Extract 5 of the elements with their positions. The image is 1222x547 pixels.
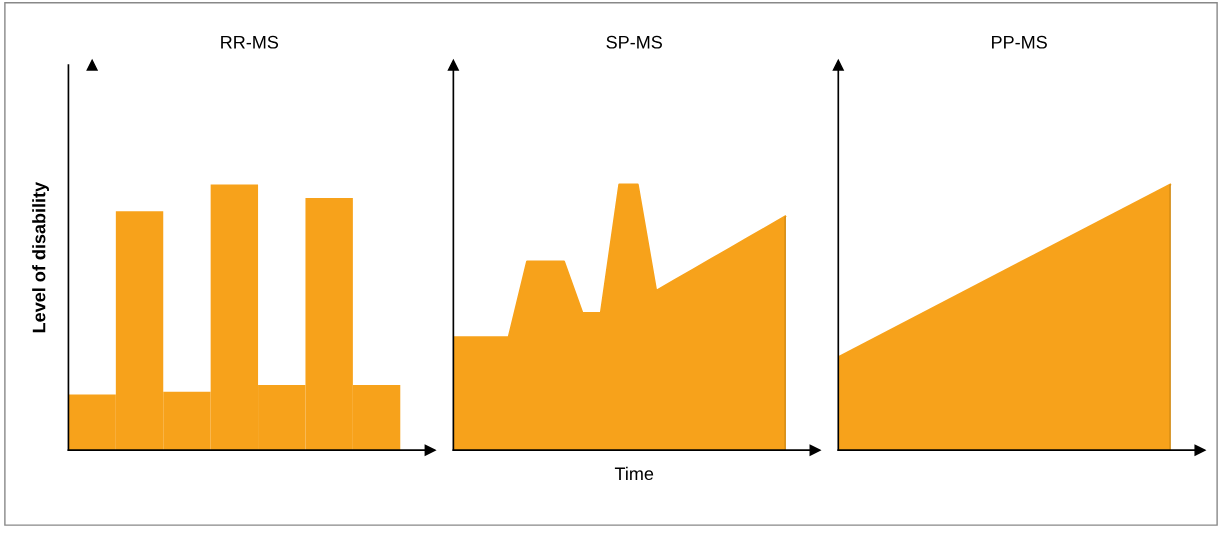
chart-title: SP-MS [606,35,662,49]
y-axis-title: Level of disability [32,181,49,333]
chart-title: RR-MS [221,35,279,49]
chart-title: PP-MS [992,35,1047,49]
x-axis-title: Time [614,466,654,481]
